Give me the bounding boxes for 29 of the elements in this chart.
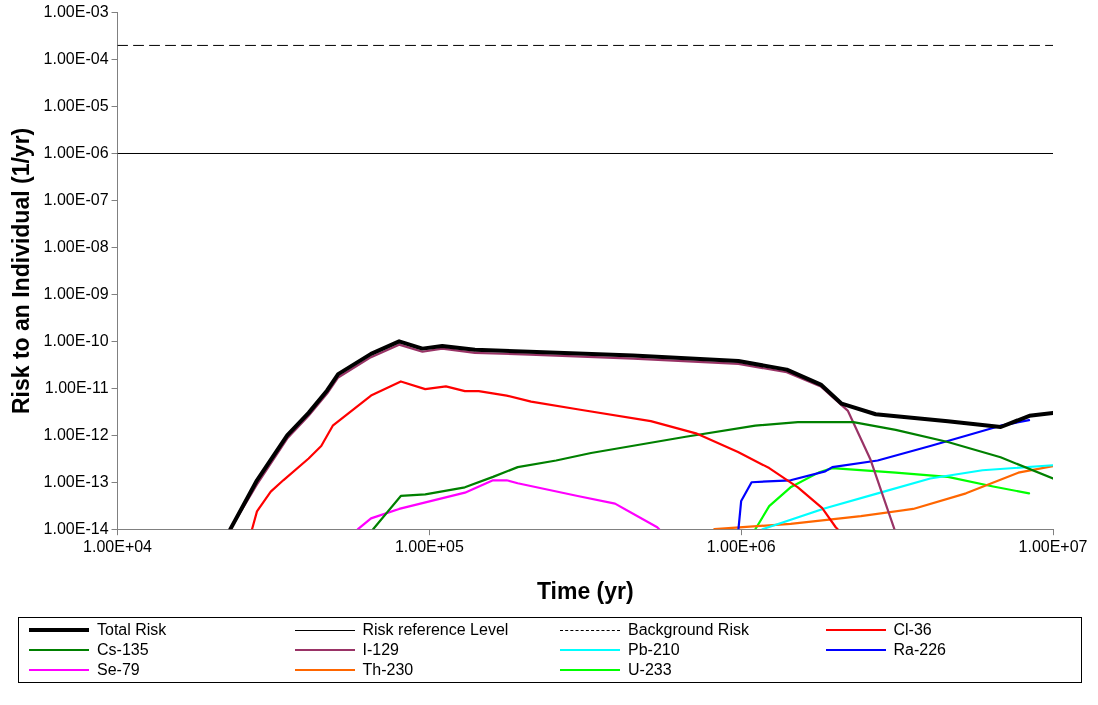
y-tick-label: 1.00E-13 xyxy=(43,472,109,490)
x-tick-label: 1.00E+07 xyxy=(1018,538,1088,556)
x-tick-label: 1.00E+05 xyxy=(394,538,464,556)
legend-label: Cl-36 xyxy=(893,621,932,639)
legend-label: Cs-135 xyxy=(97,641,149,659)
x-tick-label: 1.00E+06 xyxy=(706,538,776,556)
legend-label: Risk reference Level xyxy=(362,621,509,639)
legend-label: Background Risk xyxy=(628,621,749,639)
legend-label: Pb-210 xyxy=(628,641,680,659)
legend-label: Se-79 xyxy=(97,661,140,679)
x-axis-title: Time (yr) xyxy=(536,577,634,604)
y-tick-label: 1.00E-06 xyxy=(43,143,109,161)
legend-label: Ra-226 xyxy=(893,641,946,659)
legend-label: Total Risk xyxy=(97,621,167,639)
y-tick-label: 1.00E-12 xyxy=(43,425,109,443)
legend-label: U-233 xyxy=(628,661,672,679)
y-tick-label: 1.00E-08 xyxy=(43,237,109,255)
y-tick-label: 1.00E-05 xyxy=(43,96,109,114)
y-tick-label: 1.00E-03 xyxy=(43,3,109,21)
y-tick-label: 1.00E-11 xyxy=(44,378,109,396)
y-tick-label: 1.00E-04 xyxy=(43,49,109,67)
x-tick-label: 1.00E+04 xyxy=(83,538,153,556)
y-tick-label: 1.00E-07 xyxy=(43,190,109,208)
legend-label: I-129 xyxy=(362,641,399,659)
y-tick-label: 1.00E-09 xyxy=(43,284,109,302)
y-tick-label: 1.00E-14 xyxy=(43,519,109,537)
legend-label: Th-230 xyxy=(362,661,414,679)
y-axis-title: Risk to an Individual (1/yr) xyxy=(8,127,35,415)
y-tick-label: 1.00E-10 xyxy=(43,331,109,349)
